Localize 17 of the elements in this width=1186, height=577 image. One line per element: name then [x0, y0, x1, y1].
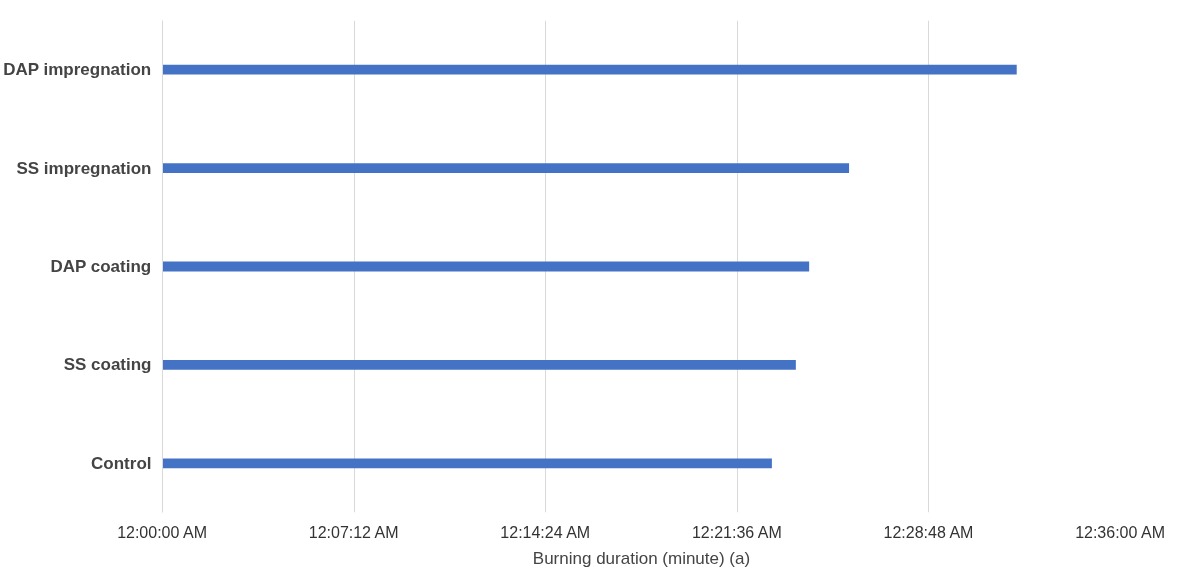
x-tick-label: 12:00:00 AM	[117, 523, 207, 541]
x-tick-label: 12:36:00 AM	[1075, 523, 1165, 541]
x-axis-title: Burning duration (minute) (a)	[532, 548, 751, 568]
y-tick-label: DAP impregnation	[3, 60, 152, 80]
x-tick-label: 12:21:36 AM	[691, 523, 782, 541]
bar	[162, 458, 772, 469]
y-tick-label: Control	[91, 453, 152, 473]
y-tick-label: SS impregnation	[16, 158, 152, 178]
bar	[162, 64, 1017, 75]
x-tick-label: 12:14:24 AM	[500, 523, 591, 541]
x-tick-label: 12:07:12 AM	[308, 523, 399, 541]
bar	[162, 163, 850, 174]
y-tick-label: DAP coating	[50, 257, 152, 276]
bar	[162, 359, 796, 370]
x-tick-label: 12:28:48 AM	[883, 523, 974, 541]
y-tick-label: SS coating	[63, 355, 152, 375]
bar	[162, 261, 810, 272]
